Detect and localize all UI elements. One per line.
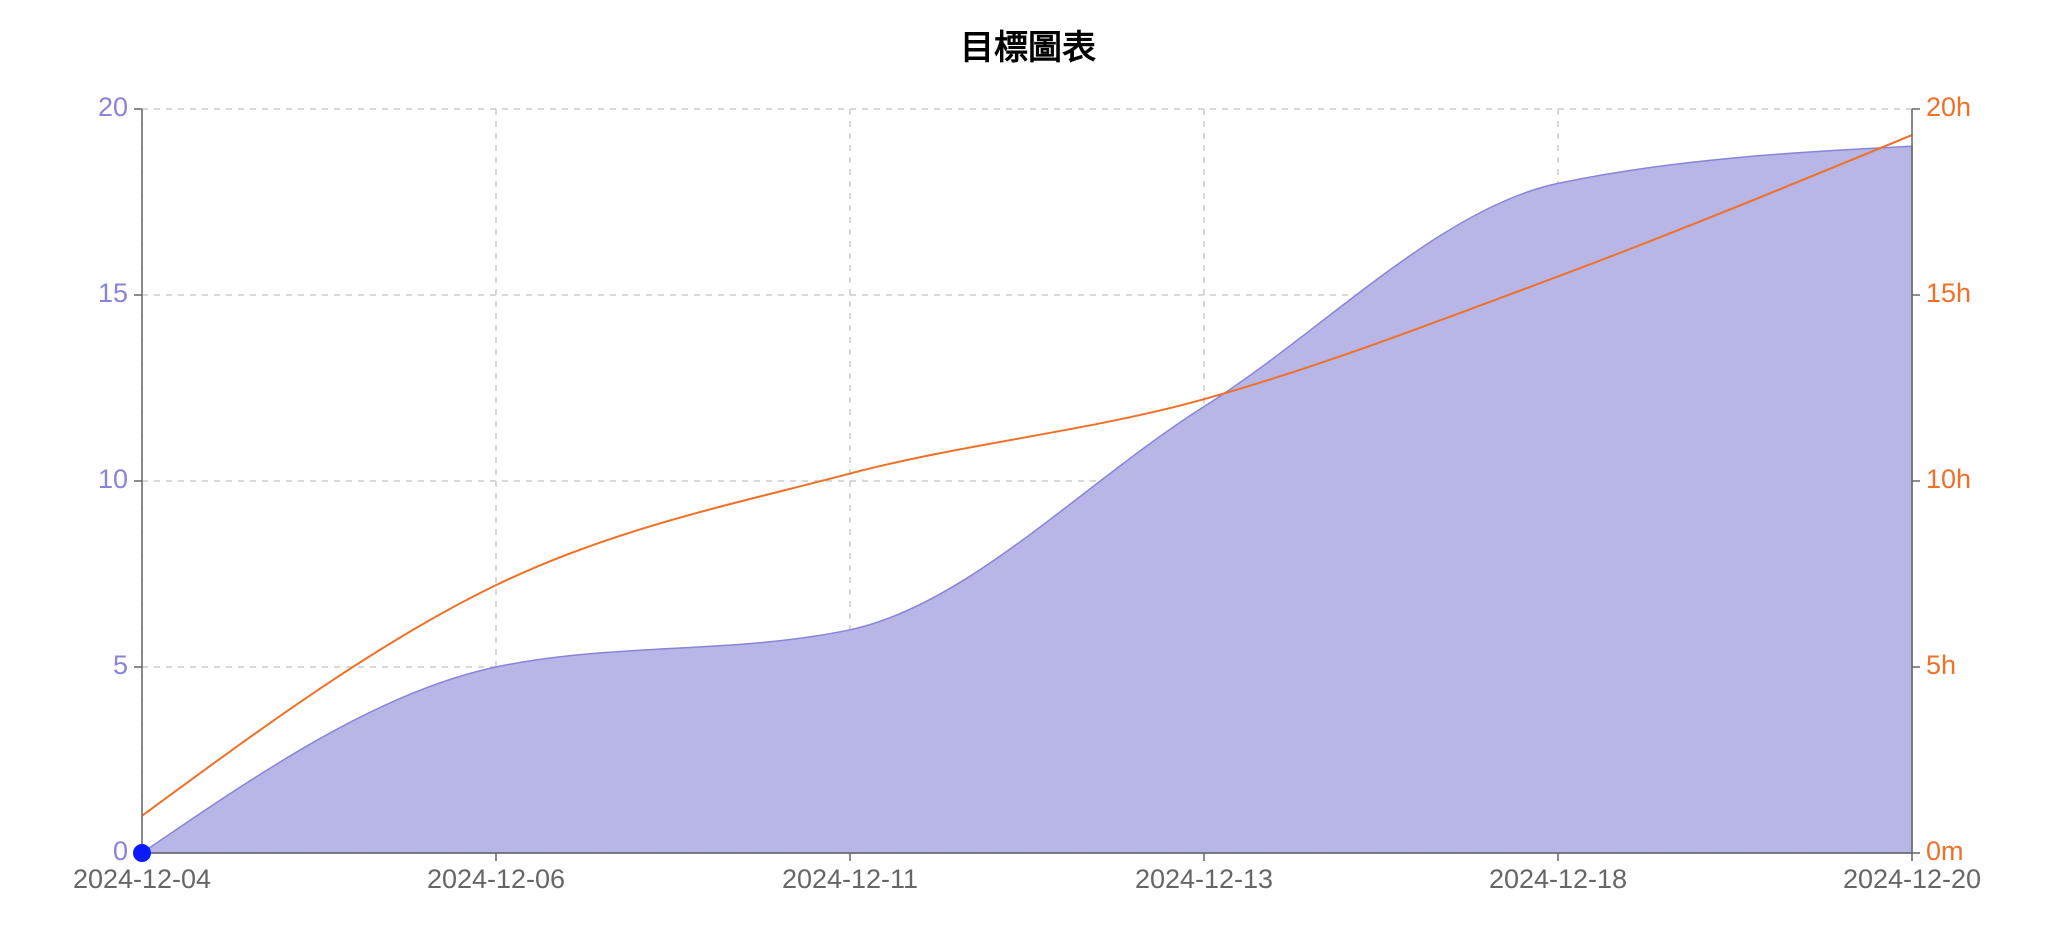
y-tick-label: 0 [113,836,128,866]
x-tick-label: 2024-12-11 [782,864,918,894]
x-tick-label: 2024-12-18 [1489,864,1627,894]
area [139,145,1913,854]
x-tick-label: 2024-12-13 [1135,864,1273,894]
x-tick-label: 2024-12-20 [1843,864,1981,894]
y2-tick-label: 20h [1926,92,1971,122]
chart-title: 目標圖表 [960,29,1096,67]
active-dot [133,844,151,862]
y2-tick-label: 15h [1926,278,1971,308]
y-tick-label: 15 [98,278,128,308]
x-tick-label: 2024-12-06 [427,864,565,894]
y2-tick-label: 10h [1926,464,1971,494]
y2-tick-label: 0m [1926,836,1964,866]
y-tick-label: 5 [113,650,128,680]
y-tick-label: 10 [98,464,128,494]
y-tick-label: 20 [98,92,128,122]
line [141,134,1913,817]
x-tick-label: 2024-12-04 [73,864,211,894]
y2-tick-label: 5h [1926,650,1956,680]
